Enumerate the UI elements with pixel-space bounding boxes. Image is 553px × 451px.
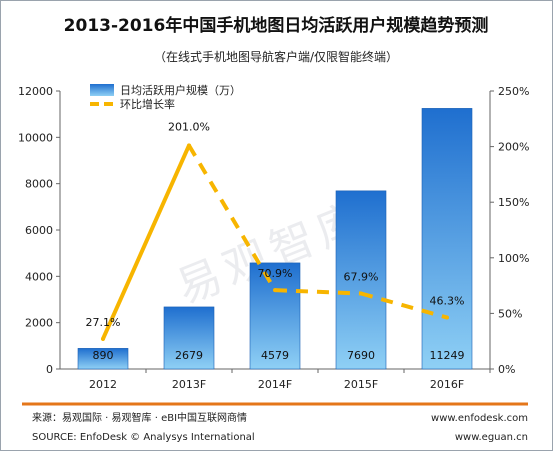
x-tick-label: 2012 [89,378,117,391]
growth-rate-label: 46.3% [430,295,465,308]
left-tick-label: 4000 [25,270,53,283]
bar-value-label: 2679 [175,349,203,362]
right-axis: 0% 50% 100% 150% 200% 250% [489,85,529,376]
x-tick-label: 2015F [344,378,378,391]
growth-rate-label: 201.0% [168,120,210,133]
left-tick-label: 8000 [25,178,53,191]
chart-title: 2013-2016年中国手机地图日均活跃用户规模趋势预测 [64,15,489,36]
growth-line-segment [274,288,362,296]
right-tick-label: 250% [498,85,529,98]
right-tick-label: 50% [498,307,522,320]
growth-point [101,336,105,341]
legend: 日均活跃用户规模（万） 环比增长率 [90,83,241,111]
growth-point [187,143,191,148]
footer-source-cn: 来源：易观国际 · 易观智库 · eBI中国互联网商情 [32,411,247,424]
growth-point [445,315,449,320]
footer-url-2: www.eguan.cn [455,432,528,443]
right-tick-label: 0% [498,363,515,376]
growth-point [273,288,277,293]
growth-rate-label: 27.1% [86,316,121,329]
bar-value-label: 890 [93,349,114,362]
chart-subtitle: （在线式手机地图导航客户端/仅限智能终端） [154,49,398,64]
growth-rate-label: 70.9% [258,267,293,280]
left-axis: 0 2000 4000 6000 8000 10000 12000 [18,85,61,376]
bar-value-label: 11249 [430,349,465,362]
legend-line-label: 环比增长率 [120,97,175,111]
footer-source-en: SOURCE: EnfoDesk © Analysys Internationa… [32,432,255,443]
bar-value-label: 7690 [347,349,375,362]
right-tick-label: 200% [498,141,529,154]
legend-bar-label: 日均活跃用户规模（万） [120,83,241,97]
bar-value-label: 4579 [261,349,289,362]
left-tick-label: 0 [46,363,53,376]
x-tick-label: 2014F [258,378,292,391]
bar [335,190,387,370]
growth-rate-label: 67.9% [344,270,379,283]
growth-line-segment [360,291,448,320]
x-tick-label: 2016F [430,378,464,391]
right-tick-label: 100% [498,252,529,265]
bar [421,108,473,370]
left-tick-label: 2000 [25,317,53,330]
bar [249,262,301,370]
left-tick-label: 10000 [18,131,53,144]
right-tick-label: 150% [498,196,529,209]
growth-point [359,291,363,296]
legend-bar-swatch [90,84,114,96]
footer-url-1: www.enfodesk.com [431,413,528,424]
x-tick-label: 2013F [172,378,206,391]
left-tick-label: 6000 [25,224,53,237]
left-tick-label: 12000 [18,85,53,98]
growth-line-segment [187,144,277,292]
bar [77,348,129,370]
growth-line-segment [101,143,191,341]
bar [163,306,215,370]
